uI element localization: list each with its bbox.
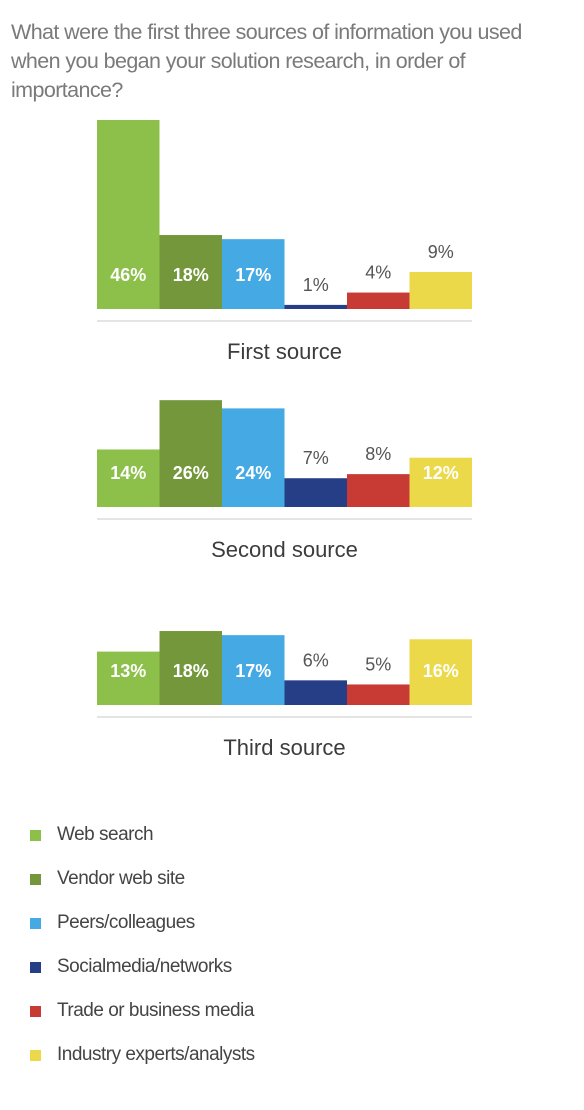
data-label: 13%: [110, 661, 146, 681]
data-label: 7%: [303, 448, 329, 468]
legend-label: Socialmedia/networks: [57, 956, 232, 977]
data-label: 17%: [235, 265, 271, 285]
chart-title: What were the first three sources of inf…: [11, 20, 522, 102]
legend-swatch: [30, 962, 41, 973]
data-label: 12%: [423, 463, 459, 483]
legend-swatch: [30, 918, 41, 929]
legend-label: Peers/colleagues: [57, 912, 195, 933]
data-label: 26%: [173, 463, 209, 483]
bar-peers-colleagues: [222, 239, 285, 309]
data-label: 16%: [423, 661, 459, 681]
chart-third-source: 13% 18% 17% 6% 5% 16% Third source: [97, 631, 472, 760]
bar-socialmedia-networks: [284, 304, 347, 309]
legend-swatch: [30, 830, 41, 841]
bar-web-search: [97, 651, 160, 705]
bar-vendor-web-site: [159, 235, 222, 309]
bar-vendor-web-site: [159, 631, 222, 705]
data-label: 8%: [365, 444, 391, 464]
data-label: 4%: [365, 263, 391, 283]
legend-swatch: [30, 1006, 41, 1017]
legend-swatch: [30, 1050, 41, 1061]
data-label: 24%: [235, 463, 271, 483]
bar-socialmedia-networks: [284, 478, 347, 507]
data-label: 46%: [110, 265, 146, 285]
data-label: 1%: [303, 275, 329, 295]
legend-label: Industry experts/analysts: [57, 1044, 255, 1065]
bar-trade-or-business-media: [347, 684, 410, 705]
chart-first-source: 46% 18% 17% 1% 4% 9% First source: [97, 120, 472, 364]
legend-label: Vendor web site: [57, 868, 185, 889]
bar-charts: 46% 18% 17% 1% 4% 9% First source 14% 26% 24% 7% 8%…: [97, 120, 472, 760]
legend-item-peers-colleagues: Peers/colleagues: [30, 908, 255, 952]
bar-vendor-web-site: [159, 400, 222, 507]
legend-label: Web search: [57, 824, 154, 845]
legend: Web search Vendor web site Peers/colleague…: [30, 820, 255, 1084]
data-label: 9%: [428, 242, 454, 262]
bar-trade-or-business-media: [347, 292, 410, 309]
bar-industry-experts-analysts: [409, 272, 472, 309]
x-axis-label: Third source: [223, 735, 345, 760]
legend-item-trade-or-business-media: Trade or business media: [30, 996, 255, 1040]
bar-industry-experts-analysts: [409, 639, 472, 705]
data-label: 18%: [173, 661, 209, 681]
data-label: 14%: [110, 463, 146, 483]
bar-socialmedia-networks: [284, 680, 347, 705]
legend-item-web-search: Web search: [30, 820, 255, 864]
legend-item-socialmedia-networks: Socialmedia/networks: [30, 952, 255, 996]
bar-industry-experts-analysts: [409, 457, 472, 507]
bar-peers-colleagues: [222, 635, 285, 705]
data-label: 18%: [173, 265, 209, 285]
legend-item-vendor-web-site: Vendor web site: [30, 864, 255, 908]
chart-second-source: 14% 26% 24% 7% 8% 12% Second source: [97, 400, 472, 562]
data-label: 5%: [365, 654, 391, 674]
legend-swatch: [30, 874, 41, 885]
bar-trade-or-business-media: [347, 474, 410, 507]
legend-item-industry-experts-analysts: Industry experts/analysts: [30, 1040, 255, 1084]
legend-label: Trade or business media: [57, 1000, 254, 1021]
data-label: 6%: [303, 650, 329, 670]
x-axis-label: First source: [227, 339, 342, 364]
x-axis-label: Second source: [211, 537, 358, 562]
data-label: 17%: [235, 661, 271, 681]
bar-web-search: [97, 449, 160, 507]
bar-peers-colleagues: [222, 408, 285, 507]
bar-web-search: [97, 120, 160, 309]
